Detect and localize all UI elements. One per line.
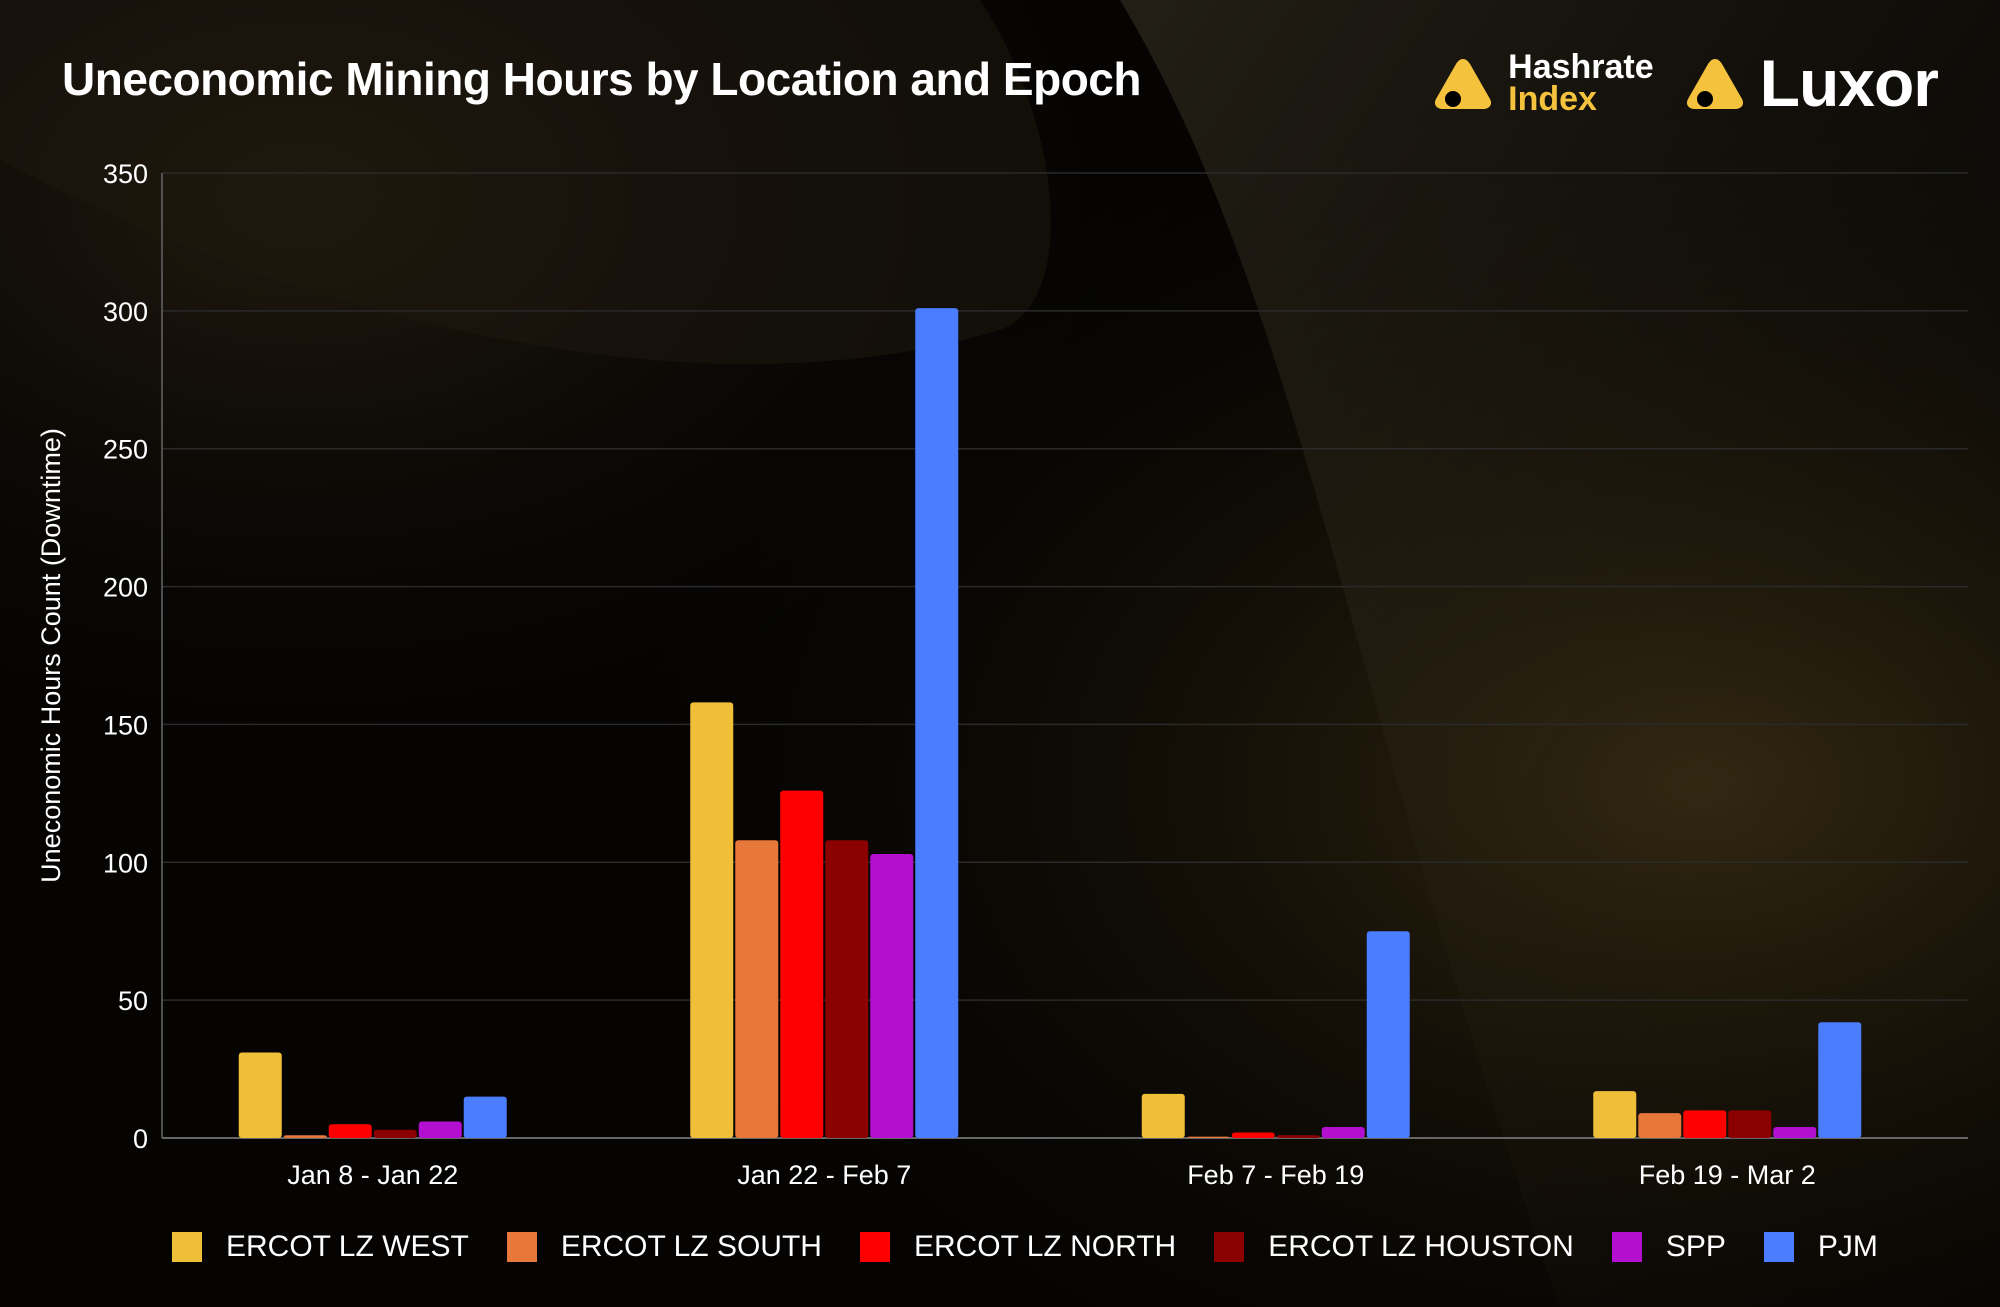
- bar: [1728, 1110, 1772, 1138]
- bar: [418, 1121, 462, 1138]
- y-tick-label: 50: [118, 986, 148, 1016]
- x-tick-label: Jan 22 - Feb 7: [737, 1160, 911, 1190]
- y-tick-label: 200: [103, 573, 148, 603]
- legend-label: ERCOT LZ SOUTH: [560, 1230, 822, 1263]
- bar: [735, 840, 779, 1138]
- bar: [1638, 1113, 1682, 1138]
- legend-label: SPP: [1665, 1230, 1726, 1263]
- legend-swatch: [859, 1232, 890, 1262]
- bar: [373, 1129, 417, 1138]
- x-tick-label: Feb 19 - Mar 2: [1639, 1160, 1816, 1190]
- y-tick-label: 0: [133, 1124, 148, 1154]
- legend-item: ERCOT LZ WEST: [172, 1230, 469, 1264]
- legend-swatch: [1214, 1232, 1245, 1262]
- legend-swatch: [172, 1232, 202, 1262]
- bar: [1141, 1093, 1185, 1138]
- legend-label: ERCOT LZ WEST: [226, 1230, 469, 1263]
- x-tick-label: Jan 8 - Jan 22: [287, 1160, 458, 1190]
- hashrate-index-logo: Hashrate Index: [1432, 48, 1654, 118]
- bar: [1186, 1136, 1230, 1138]
- legend-item: ERCOT LZ NORTH: [859, 1230, 1177, 1264]
- bar: [1593, 1091, 1637, 1138]
- bar: [328, 1124, 372, 1138]
- legend-item: ERCOT LZ SOUTH: [506, 1230, 822, 1264]
- bar: [1231, 1132, 1275, 1138]
- legend-item: PJM: [1763, 1230, 1878, 1264]
- x-tick-label: Feb 7 - Feb 19: [1187, 1160, 1364, 1190]
- legend-item: ERCOT LZ HOUSTON: [1214, 1230, 1574, 1264]
- chart-legend: ERCOT LZ WEST ERCOT LZ SOUTH ERCOT LZ NORT…: [172, 1222, 1916, 1272]
- bar: [1683, 1110, 1727, 1138]
- bar: [1818, 1022, 1862, 1138]
- luxor-logo: Luxor: [1684, 45, 1939, 121]
- hashrate-index-mark-icon: [1435, 59, 1492, 109]
- bar: [1321, 1126, 1365, 1138]
- legend-label: PJM: [1817, 1230, 1878, 1263]
- bar: [1773, 1126, 1817, 1138]
- y-tick-label: 300: [103, 297, 148, 327]
- legend-item: SPP: [1611, 1230, 1726, 1264]
- bar: [1276, 1135, 1320, 1138]
- bar: [870, 854, 914, 1138]
- bar: [780, 790, 824, 1138]
- legend-label: ERCOT LZ HOUSTON: [1268, 1230, 1574, 1263]
- hashrate-logo-line1: Hashrate: [1508, 48, 1654, 86]
- bar: [1366, 931, 1410, 1138]
- luxor-logo-text: Luxor: [1759, 46, 1939, 120]
- bar: [690, 702, 734, 1138]
- y-tick-label: 100: [103, 848, 148, 878]
- bar: [915, 308, 959, 1139]
- logos: Hashrate Index Luxor: [1432, 45, 1939, 121]
- y-tick-label: 250: [103, 435, 148, 465]
- legend-swatch: [1763, 1232, 1794, 1262]
- bar: [283, 1135, 327, 1138]
- y-tick-label: 350: [103, 159, 148, 189]
- y-axis-label: Uneconomic Hours Count (Downtime): [36, 428, 66, 883]
- bar: [238, 1052, 282, 1138]
- legend-swatch: [506, 1232, 537, 1262]
- bar: [825, 840, 869, 1138]
- legend-swatch: [1611, 1232, 1642, 1262]
- luxor-mark-icon: [1686, 59, 1743, 109]
- y-tick-label: 150: [103, 710, 148, 740]
- chart-title: Uneconomic Mining Hours by Location and …: [62, 53, 1141, 105]
- bar: [463, 1096, 507, 1138]
- legend-label: ERCOT LZ NORTH: [913, 1230, 1177, 1263]
- hashrate-logo-line2: Index: [1508, 80, 1597, 118]
